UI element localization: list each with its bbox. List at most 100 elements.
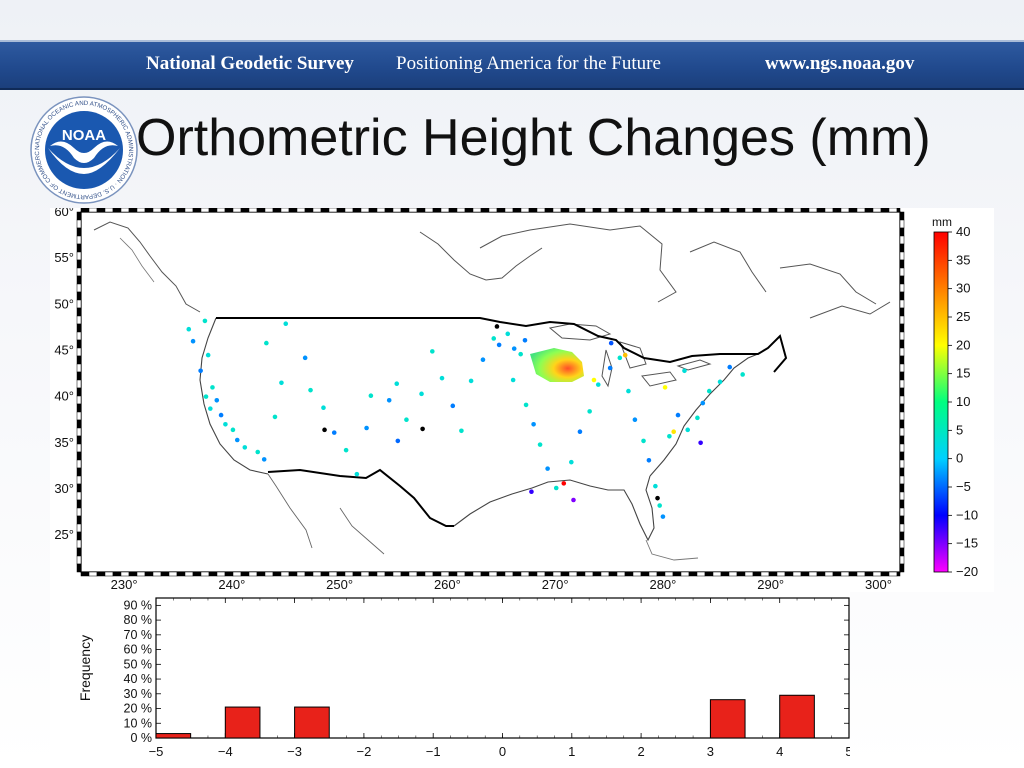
histogram-axes: 90 %80 %70 %60 %50 %40 %30 %20 %10 %0 %−… — [77, 597, 850, 759]
map-station-point — [283, 321, 289, 326]
map-station-point — [700, 400, 706, 406]
histogram-bar — [224, 706, 261, 739]
colorbar-tick-label: 20 — [956, 337, 970, 352]
map-station-point — [660, 514, 666, 519]
colorbar-gradient — [933, 231, 949, 573]
map-station-point — [662, 385, 668, 390]
noaa-logo-icon: NOAA NATIONAL OCEANIC AND ATMOSPHERIC AD… — [30, 96, 138, 204]
map-station-point — [717, 379, 723, 385]
map-station-point — [595, 382, 601, 387]
colorbar-tick-label: −15 — [956, 536, 978, 551]
map-station-point — [364, 425, 369, 431]
map-station-point — [657, 503, 662, 508]
map-station-point — [321, 405, 326, 410]
map-station-point — [210, 385, 215, 390]
map-station-point — [523, 402, 529, 408]
histogram-x-tick-label: 1 — [568, 744, 575, 759]
map-station-point — [695, 415, 700, 421]
map-y-tick-label: 35° — [54, 435, 74, 450]
map-station-point — [343, 447, 349, 453]
map-station-point — [522, 338, 528, 343]
map-station-point — [190, 338, 196, 344]
map-station-point — [608, 340, 614, 346]
map-y-tick-label: 60° — [54, 208, 74, 219]
histogram-bar — [709, 699, 746, 739]
map-station-point — [622, 352, 628, 358]
map-station-point — [468, 378, 474, 384]
histogram-y-tick-label: 0 % — [130, 731, 152, 745]
histogram-bars — [155, 694, 815, 739]
map-basemap — [81, 212, 900, 572]
map-station-point — [419, 391, 424, 397]
map-station-point — [322, 427, 327, 433]
map-station-point — [655, 495, 660, 501]
map-station-point — [186, 326, 192, 332]
colorbar-tick-label: 40 — [956, 224, 970, 239]
map-station-point — [682, 368, 687, 374]
map-station-point — [198, 368, 203, 374]
map-station-point — [545, 466, 550, 471]
colorbar-tick-label: 0 — [956, 451, 963, 466]
map-station-point — [223, 422, 228, 427]
map-station-point — [577, 429, 583, 434]
histogram-y-tick-label: 90 % — [124, 598, 153, 612]
map-station-point — [214, 398, 220, 403]
map-station-point — [480, 357, 486, 362]
map-x-tick-label: 250° — [326, 577, 353, 592]
histogram-y-tick-label: 80 % — [124, 613, 153, 627]
map-station-point — [632, 417, 638, 422]
map-station-point — [430, 349, 435, 354]
histogram-x-tick-label: −5 — [149, 744, 164, 759]
colorbar-tick-label: 35 — [956, 252, 970, 267]
histogram-x-tick-label: −4 — [218, 744, 233, 759]
map-station-point — [531, 422, 536, 427]
histogram-y-tick-label: 50 % — [124, 657, 153, 671]
colorbar-tick-label: −10 — [956, 507, 978, 522]
map-x-tick-label: 280° — [649, 577, 676, 592]
map-station-point — [302, 355, 308, 361]
map-station-point — [450, 403, 456, 409]
histogram-y-axis-label: Frequency — [77, 635, 93, 701]
map-station-point — [510, 377, 516, 383]
map-station-point — [667, 434, 672, 439]
map-station-point — [518, 351, 523, 357]
histogram-y-tick-label: 40 % — [124, 672, 153, 686]
map-y-tick-label: 25° — [54, 527, 74, 542]
map-station-point — [404, 417, 409, 422]
map-x-tick-label: 300° — [865, 577, 892, 592]
map-station-points — [186, 318, 745, 519]
slide-title: Orthometric Height Changes (mm) — [136, 109, 931, 167]
map-station-point — [706, 388, 712, 394]
map-station-point — [386, 398, 392, 403]
map-y-tick-label: 55° — [54, 250, 74, 265]
banner-tagline: Positioning America for the Future — [396, 53, 661, 74]
banner-organization: National Geodetic Survey — [146, 53, 354, 74]
map-station-point — [496, 342, 502, 348]
colorbar-unit-label: mm — [932, 215, 952, 229]
map-station-point — [698, 440, 703, 446]
histogram-x-tick-label: 5 — [845, 744, 850, 759]
map-station-point — [685, 427, 691, 433]
colorbar: mm 40 35 30 25 20 15 10 5 0 −5 −10 −15 −20 — [932, 215, 978, 579]
map-station-point — [675, 412, 681, 418]
map-station-point — [641, 438, 646, 444]
map-station-point — [511, 346, 517, 351]
map-x-tick-label: 240° — [218, 577, 245, 592]
map-station-point — [537, 442, 543, 447]
map-station-point — [727, 364, 733, 370]
map-station-point — [626, 388, 631, 394]
height-change-map: 230° 240° 250° 260° 270° 280° 290° 300°60°55°50… — [50, 208, 994, 592]
map-station-point — [561, 481, 567, 486]
banner-url[interactable]: www.ngs.noaa.gov — [765, 53, 915, 74]
histogram-bar — [294, 706, 330, 739]
map-station-point — [261, 457, 267, 462]
colorbar-tick-label: 30 — [956, 281, 970, 296]
histogram-x-tick-label: −3 — [287, 744, 302, 759]
map-station-point — [591, 377, 597, 383]
map-station-point — [505, 331, 511, 337]
map-station-point — [203, 394, 209, 399]
histogram-x-tick-label: 4 — [776, 744, 783, 759]
map-frame — [76, 208, 905, 577]
map-station-point — [653, 483, 658, 489]
map-station-point — [308, 387, 313, 393]
